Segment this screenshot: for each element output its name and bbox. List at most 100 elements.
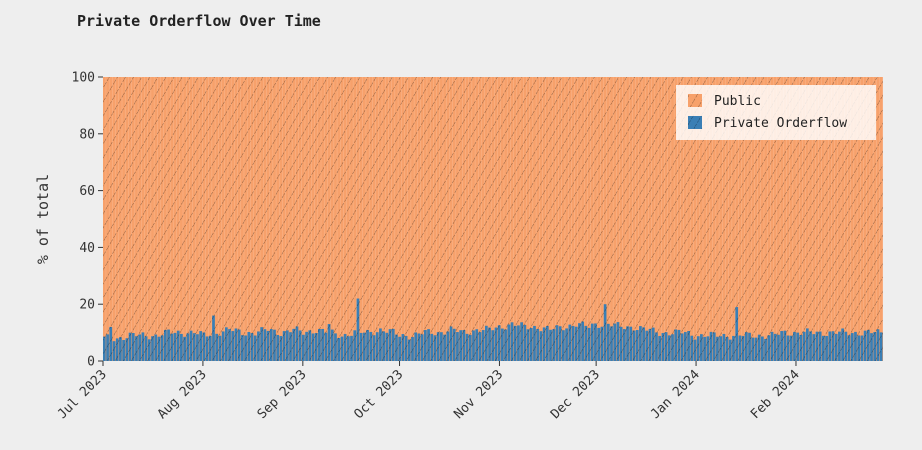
bar-private-orderflow	[103, 336, 106, 361]
bar-private-orderflow	[395, 334, 398, 361]
bar-private-orderflow	[677, 329, 681, 361]
bar-private-orderflow	[825, 335, 828, 361]
bar-public	[673, 77, 675, 335]
bar-private-orderflow	[555, 325, 559, 361]
bar-private-orderflow	[221, 331, 225, 361]
bar-private-orderflow	[558, 326, 562, 361]
bar-private-orderflow	[533, 325, 536, 361]
bar-public	[352, 77, 354, 336]
bar-private-orderflow	[748, 332, 751, 361]
bar-public	[497, 77, 498, 328]
bar-public	[577, 77, 579, 327]
bar-private-orderflow	[247, 332, 251, 361]
bar-public	[221, 77, 222, 336]
bar-private-orderflow	[789, 335, 793, 361]
bar-public	[198, 77, 200, 335]
bar-public	[522, 77, 524, 323]
bar-private-orderflow	[109, 326, 113, 361]
bar-public	[535, 77, 537, 326]
bar-private-orderflow	[529, 328, 533, 361]
bar-private-orderflow	[302, 334, 305, 361]
bar-public	[545, 77, 546, 328]
bar-public	[612, 77, 614, 327]
bar-public	[288, 77, 290, 331]
bar-private-orderflow	[822, 335, 825, 361]
bar-private-orderflow	[542, 327, 546, 361]
bar-private-orderflow	[202, 332, 206, 361]
bar-private-orderflow	[465, 333, 469, 361]
bar-public	[202, 77, 203, 332]
bar-public	[365, 77, 367, 333]
bar-private-orderflow	[716, 336, 719, 361]
bar-public	[429, 77, 431, 330]
bar-public	[548, 77, 550, 326]
bar-private-orderflow	[696, 336, 700, 361]
bar-public	[654, 77, 656, 328]
bar-private-orderflow	[497, 325, 501, 361]
bar-private-orderflow	[732, 335, 735, 361]
bar-public	[484, 77, 485, 331]
bar-private-orderflow	[818, 331, 822, 361]
bar-public	[115, 77, 116, 342]
bar-public	[195, 77, 197, 334]
bar-public	[362, 77, 363, 333]
bar-public	[218, 77, 219, 334]
bar-public	[343, 77, 344, 337]
bar-private-orderflow	[809, 331, 812, 361]
bar-private-orderflow	[125, 338, 129, 361]
bar-public	[230, 77, 232, 330]
bar-private-orderflow	[330, 329, 334, 361]
bar-public	[494, 77, 495, 331]
bar-public	[529, 77, 530, 330]
bar-private-orderflow	[462, 329, 466, 361]
bar-private-orderflow	[176, 330, 180, 361]
bar-private-orderflow	[494, 327, 498, 361]
bar-public	[176, 77, 177, 333]
bar-private-orderflow	[481, 330, 485, 361]
bar-private-orderflow	[629, 326, 633, 361]
bar-public	[616, 77, 617, 324]
bar-private-orderflow	[151, 336, 154, 361]
bar-private-orderflow	[353, 330, 357, 361]
bar-public	[510, 77, 511, 325]
bar-public	[503, 77, 505, 329]
bar-private-orderflow	[430, 333, 434, 361]
bar-private-orderflow	[815, 331, 819, 361]
bar-private-orderflow	[147, 339, 151, 361]
bar-public	[298, 77, 299, 327]
legend-label: Public	[714, 94, 761, 109]
bar-private-orderflow	[844, 331, 848, 361]
bar-private-orderflow	[289, 332, 292, 361]
bar-public	[590, 77, 591, 328]
bar-private-orderflow	[167, 329, 170, 361]
bar-public	[555, 77, 556, 330]
bar-public	[375, 77, 376, 336]
bar-public	[539, 77, 540, 329]
bar-private-orderflow	[501, 328, 504, 361]
bar-public	[157, 77, 158, 335]
bar-public	[500, 77, 502, 326]
x-tick-label: Nov 2023	[451, 367, 506, 422]
bar-public	[404, 77, 405, 335]
bar-private-orderflow	[346, 336, 350, 361]
bar-public	[124, 77, 126, 341]
bar-public	[179, 77, 181, 331]
bar-public	[266, 77, 267, 330]
bar-private-orderflow	[398, 336, 402, 361]
bar-private-orderflow	[757, 334, 761, 361]
bar-private-orderflow	[228, 329, 231, 361]
bar-private-orderflow	[651, 327, 655, 361]
bar-private-orderflow	[391, 328, 395, 361]
bar-private-orderflow	[793, 331, 796, 361]
bar-public	[462, 77, 463, 331]
bar-private-orderflow	[562, 330, 565, 361]
bar-private-orderflow	[459, 330, 463, 361]
bar-private-orderflow	[786, 335, 790, 361]
bar-public	[285, 77, 286, 332]
bar-public	[282, 77, 283, 337]
bar-public	[214, 77, 216, 316]
bar-public	[478, 77, 479, 330]
bar-private-orderflow	[706, 336, 710, 361]
bar-public	[166, 77, 168, 330]
bar-private-orderflow	[423, 330, 427, 361]
